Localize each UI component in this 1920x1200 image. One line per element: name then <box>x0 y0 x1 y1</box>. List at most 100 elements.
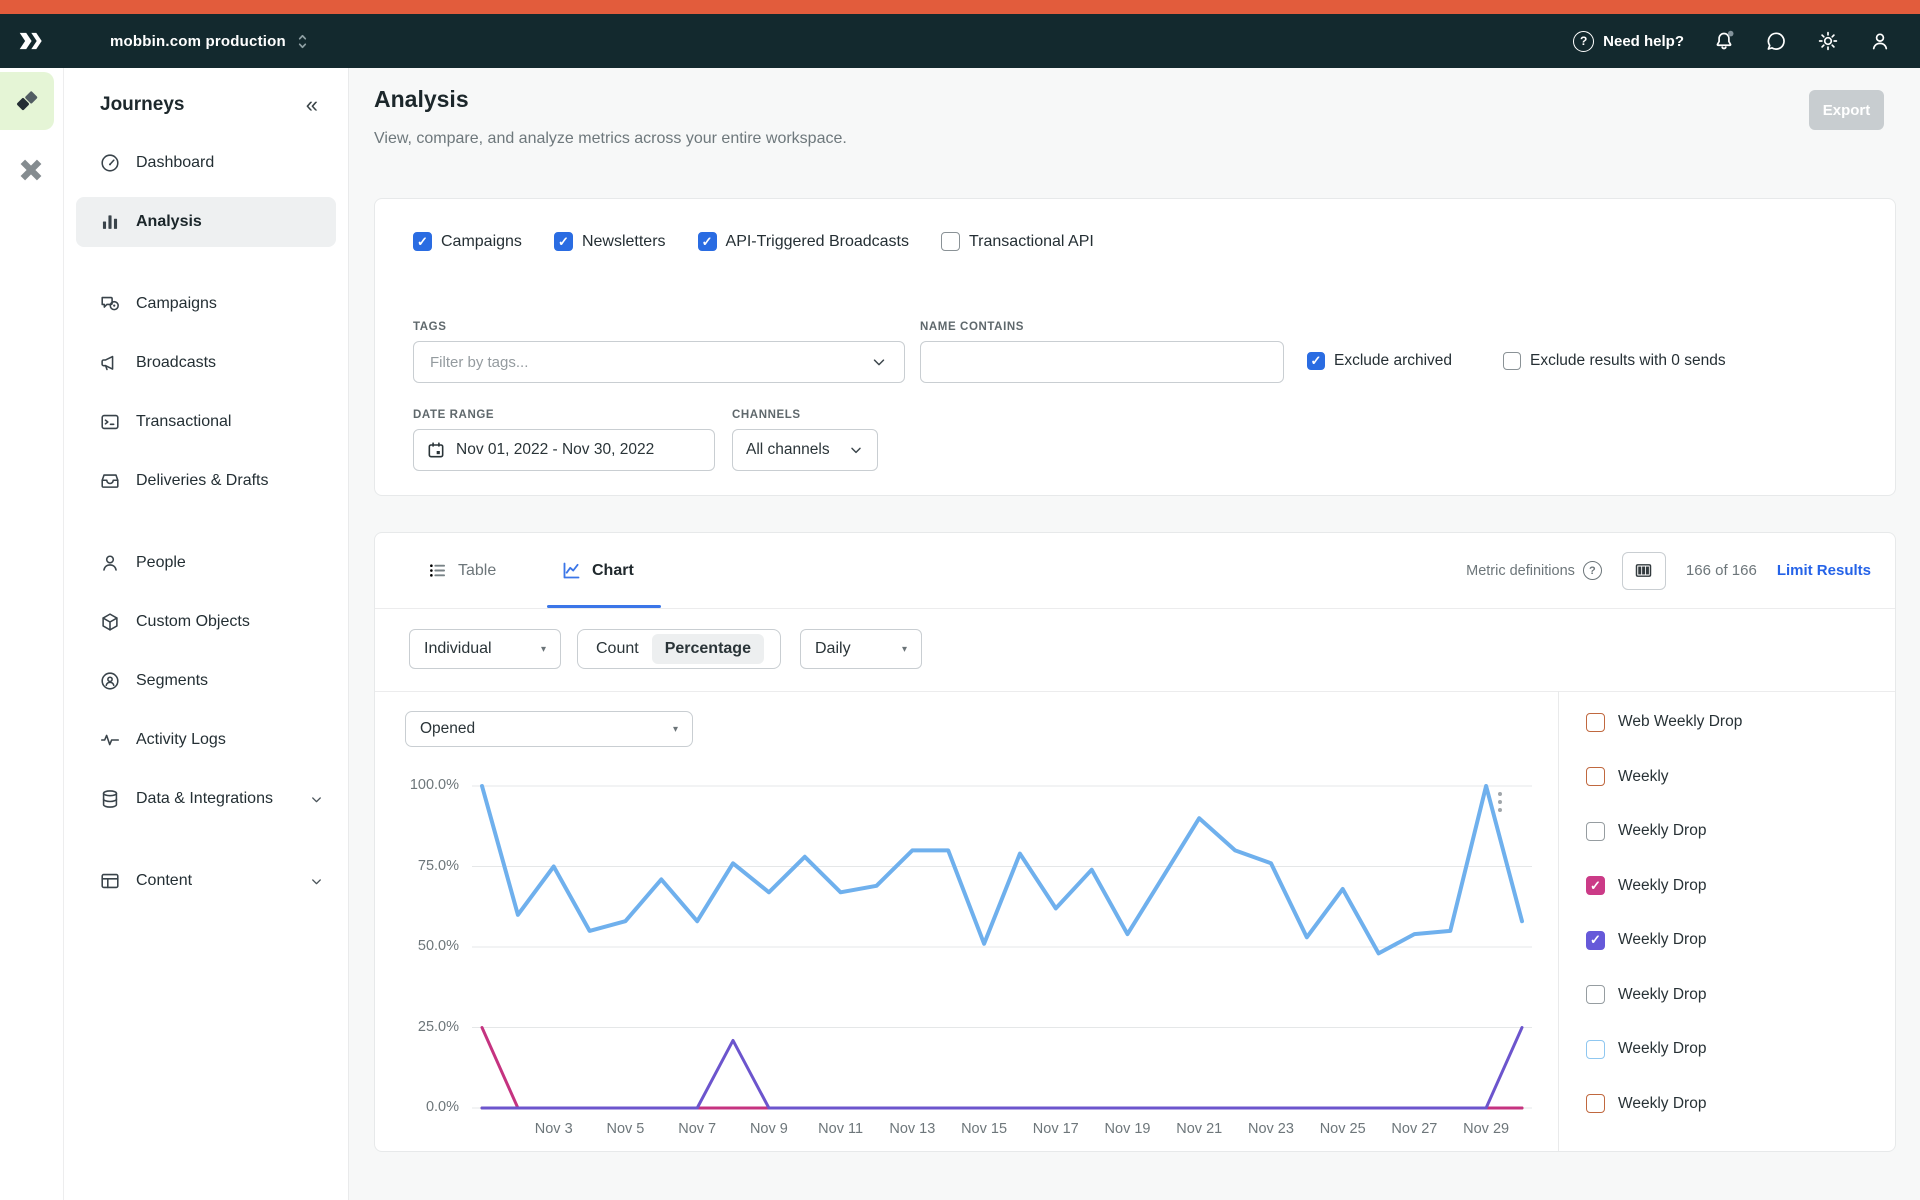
sidebar-item-activity-logs[interactable]: Activity Logs <box>76 715 336 765</box>
app-logo-icon <box>16 28 44 54</box>
checkbox-unchecked-icon <box>1586 1039 1605 1059</box>
legend-item-weekly-drop[interactable]: Weekly Drop <box>1586 968 1742 1023</box>
calendar-icon <box>426 440 446 460</box>
gear-icon[interactable] <box>1816 29 1840 53</box>
x-axis-tick: Nov 9 <box>749 1121 788 1137</box>
sidebar-item-label: Content <box>136 872 193 889</box>
chat-bubble-icon[interactable] <box>1764 29 1788 53</box>
legend-item-weekly-drop[interactable]: Weekly Drop <box>1586 1077 1742 1132</box>
need-help-button[interactable]: ? Need help? <box>1573 30 1684 52</box>
count-option[interactable]: Count <box>596 640 639 657</box>
filters-card: ✓ Campaigns ✓ Newsletters ✓ API-Triggered Bro… <box>374 198 1896 496</box>
tab-chart-label: Chart <box>592 561 634 579</box>
inbox-icon <box>99 470 121 492</box>
checkbox-unchecked-icon <box>1586 1094 1605 1114</box>
type-checkbox-transactional-api[interactable]: Transactional API <box>941 232 1094 251</box>
x-axis-tick: Nov 25 <box>1319 1121 1366 1137</box>
tags-select[interactable]: Filter by tags... <box>413 341 905 383</box>
workspace-name: mobbin.com production <box>110 32 286 50</box>
scope-select[interactable]: Individual ▾ <box>409 629 561 669</box>
sidebar-item-data-integrations[interactable]: Data & Integrations <box>76 774 336 824</box>
channels-value: All channels <box>746 441 830 458</box>
dropdown-arrow-icon: ▾ <box>540 643 546 655</box>
legend-item-web-weekly-drop[interactable]: Web Weekly Drop <box>1586 695 1742 750</box>
workspace-switcher[interactable]: mobbin.com production <box>110 32 309 51</box>
rail-item-journeys[interactable] <box>0 72 54 130</box>
x-axis-tick: Nov 11 <box>818 1121 864 1137</box>
chevron-updown-icon <box>296 32 309 51</box>
sidebar-item-label: Campaigns <box>136 295 217 312</box>
checkbox-checked-icon: ✓ <box>1586 876 1605 896</box>
sidebar-item-segments[interactable]: Segments <box>76 656 336 706</box>
name-contains-input[interactable] <box>920 341 1284 383</box>
sidebar-item-analysis[interactable]: Analysis <box>76 197 336 247</box>
scope-value: Individual <box>424 640 492 657</box>
terminal-icon <box>99 411 121 433</box>
sidebar-item-content[interactable]: Content <box>76 856 336 906</box>
x-axis-tick: Nov 21 <box>1176 1121 1223 1137</box>
type-checkbox-api-triggered-broadcasts[interactable]: ✓ API-Triggered Broadcasts <box>697 232 909 251</box>
legend-item-weekly-drop[interactable]: Weekly Drop <box>1586 804 1742 859</box>
type-checkbox-newsletters[interactable]: ✓ Newsletters <box>553 232 666 251</box>
interval-value: Daily <box>815 640 851 657</box>
tab-table[interactable]: Table <box>427 533 496 608</box>
sidebar-item-label: Dashboard <box>136 154 215 171</box>
sidebar: Journeys « Dashboard Analysis Campaigns Bro… <box>64 68 349 1200</box>
campaign-bubble-icon <box>99 293 121 315</box>
line-chart-icon <box>561 560 582 581</box>
date-range-input[interactable]: Nov 01, 2022 - Nov 30, 2022 <box>413 429 715 471</box>
checkbox-checked-icon: ✓ <box>1307 352 1325 370</box>
exclude-archived-checkbox[interactable]: ✓ Exclude archived <box>1307 352 1452 370</box>
collapse-sidebar-icon[interactable]: « <box>305 92 318 117</box>
sidebar-item-people[interactable]: People <box>76 538 336 588</box>
app-rail <box>0 68 64 1200</box>
x-axis-tick: Nov 15 <box>961 1121 1008 1137</box>
legend-item-weekly-drop[interactable]: ✓ Weekly Drop <box>1586 913 1742 968</box>
sidebar-item-label: Data & Integrations <box>136 790 273 807</box>
exclude-zero-sends-label: Exclude results with 0 sends <box>1530 352 1726 369</box>
chart-menu-kebab-icon[interactable] <box>1495 789 1505 815</box>
metric-value: Opened <box>420 720 476 737</box>
x-axis-tick: Nov 17 <box>1032 1121 1079 1137</box>
legend-item-weekly-drop[interactable]: Weekly Drop <box>1586 1022 1742 1077</box>
legend-item-label: Weekly Drop <box>1618 1094 1707 1112</box>
type-checkbox-campaigns[interactable]: ✓ Campaigns <box>413 232 522 251</box>
percentage-option[interactable]: Percentage <box>651 634 764 664</box>
sidebar-item-campaigns[interactable]: Campaigns <box>76 279 336 329</box>
sidebar-item-transactional[interactable]: Transactional <box>76 397 336 447</box>
sidebar-item-label: Broadcasts <box>136 354 217 371</box>
metric-definitions-label: Metric definitions <box>1466 562 1575 579</box>
metric-definitions-link[interactable]: Metric definitions ? <box>1466 561 1602 580</box>
bell-icon[interactable] <box>1712 29 1736 53</box>
rail-item-x-logo[interactable] <box>17 156 63 184</box>
sidebar-item-dashboard[interactable]: Dashboard <box>76 138 336 188</box>
top-bar: mobbin.com production ? Need help? <box>0 14 1920 68</box>
chart-legend: Web Weekly Drop Weekly Weekly Drop ✓ Weekly … <box>1586 695 1742 1131</box>
sidebar-item-label: Segments <box>136 672 209 689</box>
cube-icon <box>99 611 121 633</box>
tab-table-label: Table <box>458 561 497 579</box>
exclude-archived-label: Exclude archived <box>1334 352 1453 369</box>
limit-results-link[interactable]: Limit Results <box>1776 562 1871 579</box>
interval-select[interactable]: Daily ▾ <box>800 629 922 669</box>
active-tab-underline <box>547 605 661 608</box>
chevron-down-icon <box>848 442 864 458</box>
legend-item-weekly[interactable]: Weekly <box>1586 750 1742 805</box>
columns-button[interactable] <box>1621 551 1666 590</box>
sidebar-item-custom-objects[interactable]: Custom Objects <box>76 597 336 647</box>
checkbox-checked-icon: ✓ <box>697 232 717 251</box>
legend-item-label: Weekly Drop <box>1618 985 1707 1003</box>
channels-select[interactable]: All channels <box>732 429 878 471</box>
user-icon[interactable] <box>1868 29 1892 53</box>
legend-item-label: Weekly Drop <box>1618 931 1707 949</box>
sidebar-item-broadcasts[interactable]: Broadcasts <box>76 338 336 388</box>
sidebar-item-deliveries-drafts[interactable]: Deliveries & Drafts <box>76 456 336 506</box>
legend-item-weekly-drop[interactable]: ✓ Weekly Drop <box>1586 859 1742 914</box>
journeys-cubes-icon <box>14 88 40 114</box>
metric-select[interactable]: Opened ▾ <box>405 711 693 747</box>
exclude-zero-sends-checkbox[interactable]: Exclude results with 0 sends <box>1503 352 1726 370</box>
checkbox-unchecked-icon <box>1503 352 1521 370</box>
export-button[interactable]: Export <box>1809 90 1884 130</box>
chevron-down-icon <box>309 792 324 807</box>
tab-chart[interactable]: Chart <box>561 533 634 608</box>
